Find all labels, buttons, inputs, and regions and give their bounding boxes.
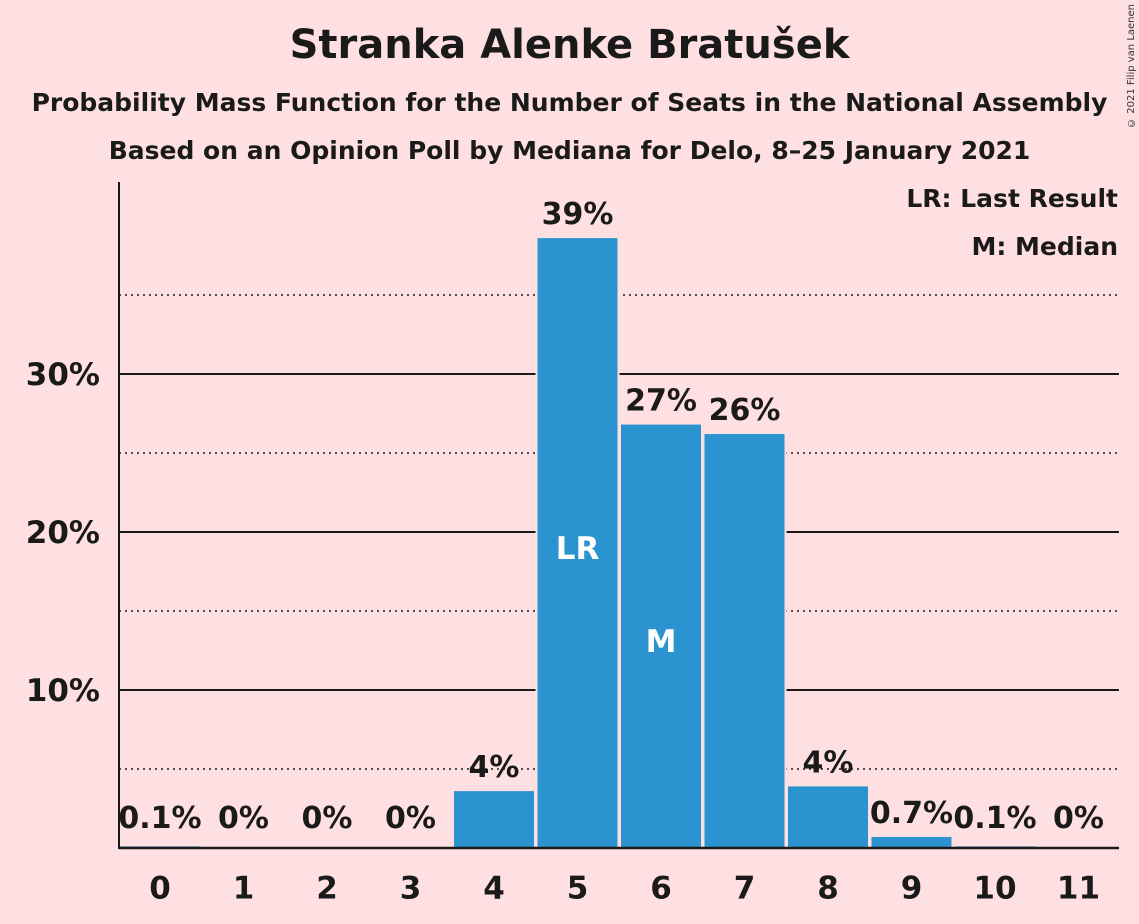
x-tick-label: 10 (973, 870, 1016, 906)
x-tick-label: 6 (650, 870, 672, 906)
bar-seat-9 (871, 836, 952, 848)
legend-median: M: Median (971, 232, 1118, 261)
bar-value-label: 4% (469, 750, 520, 785)
y-tick-label: 20% (26, 515, 100, 551)
bar-value-label: 26% (709, 393, 781, 428)
x-tick-label: 0 (149, 870, 171, 906)
x-tick-label: 8 (817, 870, 839, 906)
bar-seat-6 (621, 424, 701, 848)
bar-gap (953, 844, 1037, 848)
bar-value-label: 0% (385, 801, 436, 836)
bar-seat-8 (788, 786, 868, 848)
x-tick-label: 3 (400, 870, 422, 906)
x-tick-label: 5 (567, 870, 589, 906)
bar-value-label: 0.7% (870, 796, 953, 831)
bar-value-label: 0% (1053, 801, 1104, 836)
chart-subtitle: Probability Mass Function for the Number… (31, 88, 1108, 117)
y-tick-label: 30% (26, 357, 100, 393)
chart-title: Stranka Alenke Bratušek (289, 22, 850, 68)
legend-last-result: LR: Last Result (906, 184, 1118, 213)
bar-value-label: 4% (803, 745, 854, 780)
y-tick-label: 10% (26, 673, 100, 709)
bar-gap (118, 844, 202, 848)
bar-value-label: 0.1% (118, 801, 201, 836)
last-result-marker: LR (556, 531, 600, 567)
bar-seat-5 (537, 238, 618, 848)
x-tick-label: 7 (734, 870, 756, 906)
x-tick-label: 1 (233, 870, 255, 906)
bar-value-label: 39% (542, 197, 614, 232)
chart-subtitle-source: Based on an Opinion Poll by Mediana for … (108, 136, 1031, 165)
x-tick-label: 2 (316, 870, 338, 906)
bar-value-label: 0% (302, 801, 353, 836)
x-tick-label: 11 (1057, 870, 1100, 906)
x-tick-label: 4 (483, 870, 505, 906)
bar-seat-4 (454, 791, 534, 848)
bar-value-label: 0.1% (953, 801, 1036, 836)
median-marker: M (646, 624, 677, 660)
x-tick-label: 9 (901, 870, 923, 906)
bar-value-label: 27% (625, 384, 697, 419)
bar-value-label: 0% (218, 801, 269, 836)
bar-seat-7 (704, 434, 785, 848)
